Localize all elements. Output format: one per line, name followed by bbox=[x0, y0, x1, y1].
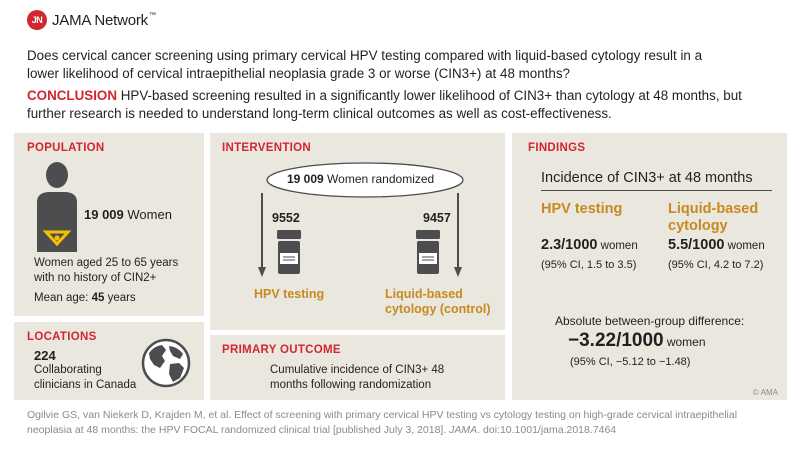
findings-cytology-rate-line: 5.5/1000 women bbox=[668, 238, 765, 253]
trademark-symbol: ™ bbox=[148, 11, 156, 19]
citation-journal: JAMA bbox=[449, 423, 478, 436]
mean-age-line: Mean age: 45 years bbox=[34, 291, 136, 305]
randomized-line: 19 009 Women randomized bbox=[287, 172, 434, 186]
difference-line: −3.22/1000 women bbox=[568, 330, 706, 352]
jama-network-logo[interactable]: JN JAMA Network™ bbox=[27, 10, 156, 30]
findings-subtitle: Incidence of CIN3+ at 48 months bbox=[541, 170, 753, 186]
findings-title: FINDINGS bbox=[528, 142, 586, 154]
findings-hpv-label: HPV testing bbox=[541, 201, 623, 217]
cytology-arm-count: 9457 bbox=[423, 211, 451, 225]
citation-pre: Ogilvie GS, van Niekerk D, Krajden M, et… bbox=[27, 409, 738, 436]
primary-outcome-text: Cumulative incidence of CIN3+ 48 months … bbox=[270, 364, 445, 391]
difference-label: Absolute between-group difference: bbox=[555, 314, 745, 328]
locations-title: LOCATIONS bbox=[27, 331, 97, 343]
primary-outcome-panel bbox=[210, 335, 505, 400]
hpv-sample-vial-icon bbox=[277, 230, 301, 274]
population-count: 19 009 bbox=[84, 207, 124, 222]
randomization-diagram bbox=[258, 162, 464, 277]
citation: Ogilvie GS, van Niekerk D, Krajden M, et… bbox=[27, 408, 767, 437]
brand-name: JAMA Network bbox=[52, 11, 148, 29]
footer bbox=[0, 400, 800, 452]
difference-unit: women bbox=[666, 335, 706, 349]
population-title: POPULATION bbox=[27, 142, 105, 154]
findings-cytology-label: Liquid-based cytology bbox=[668, 201, 759, 234]
citation-doi[interactable]: . doi:10.1001/jama.2018.7464 bbox=[477, 423, 617, 436]
findings-hpv-ci: (95% CI, 1.5 to 3.5) bbox=[541, 259, 637, 271]
findings-hpv-unit: women bbox=[600, 240, 638, 252]
intervention-title: INTERVENTION bbox=[222, 142, 312, 154]
locations-count: 224 bbox=[34, 348, 56, 363]
difference-ci: (95% CI, −5.12 to −1.48) bbox=[570, 356, 691, 368]
hpv-arm-label: HPV testing bbox=[254, 287, 325, 301]
findings-cytology-unit: women bbox=[727, 240, 765, 252]
jn-logo-icon: JN bbox=[27, 10, 47, 30]
population-description: Women aged 25 to 65 years with no histor… bbox=[34, 257, 179, 284]
randomized-count: 19 009 bbox=[287, 172, 324, 186]
population-count-label: Women bbox=[127, 207, 172, 222]
randomized-label: Women randomized bbox=[327, 172, 435, 186]
cytology-arm-label: Liquid-based cytology (control) bbox=[385, 287, 491, 316]
cytology-sample-vial-icon bbox=[416, 230, 440, 274]
conclusion-label: CONCLUSION bbox=[27, 88, 118, 103]
difference-value: −3.22/1000 bbox=[568, 330, 664, 351]
findings-cytology-rate: 5.5/1000 bbox=[668, 237, 725, 253]
conclusion-text: HPV-based screening resulted in a signif… bbox=[27, 88, 742, 121]
findings-divider bbox=[541, 190, 772, 191]
conclusion: CONCLUSION HPV-based screening resulted … bbox=[27, 87, 767, 123]
mean-age-unit: years bbox=[107, 292, 136, 304]
findings-hpv-rate: 2.3/1000 bbox=[541, 237, 598, 253]
mean-age-label: Mean age: bbox=[34, 292, 89, 304]
population-count-line: 19 009 Women bbox=[84, 208, 172, 222]
key-question: Does cervical cancer screening using pri… bbox=[27, 48, 703, 81]
copyright: © AMA bbox=[752, 388, 778, 397]
locations-description: Collaborating clinicians in Canada bbox=[34, 364, 137, 391]
findings-cytology-ci: (95% CI, 4.2 to 7.2) bbox=[668, 259, 764, 271]
header bbox=[0, 0, 800, 140]
woman-icon bbox=[37, 162, 77, 252]
findings-panel bbox=[512, 133, 787, 400]
hpv-arm-count: 9552 bbox=[272, 211, 300, 225]
findings-hpv-rate-line: 2.3/1000 women bbox=[541, 238, 638, 253]
globe-icon bbox=[141, 338, 191, 388]
mean-age-value: 45 bbox=[91, 292, 105, 304]
primary-outcome-title: PRIMARY OUTCOME bbox=[222, 344, 341, 356]
